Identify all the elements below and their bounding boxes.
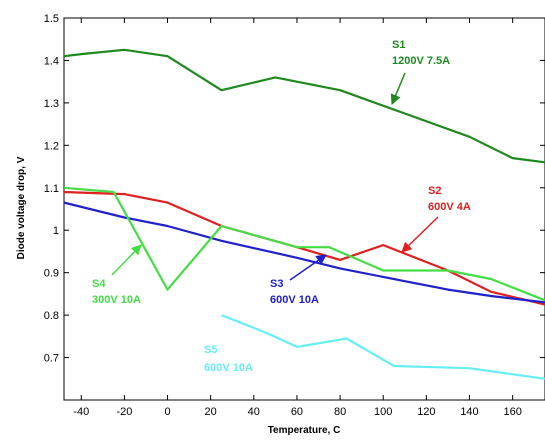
x-tick-label: 60 [291,406,303,418]
plot-area [63,17,545,401]
y-tick-label: 0.8 [44,310,59,322]
annotation-arrow-s1 [390,72,406,105]
x-tick-label: 160 [503,406,521,418]
x-tick-label: 100 [374,406,392,418]
x-tick-label: 20 [205,406,217,418]
annotation-arrow-s4 [111,244,142,276]
annotation-arrow-s3 [289,254,327,281]
y-tick-label: 0.7 [44,353,59,365]
y-tick-label: 1 [53,225,59,237]
x-axis-label: Temperature, C [268,425,341,436]
annotation-sublabel-s3: 600V 10A [270,294,319,306]
x-tick-label: 140 [460,406,478,418]
annotation-sublabel-s1: 1200V 7.5A [392,55,450,67]
y-tick-label: 0.9 [44,268,59,280]
annotation-sublabel-s4: 300V 10A [92,294,141,306]
annotation-label-s2: S2 [428,185,441,197]
y-tick-label: 1.3 [44,98,59,110]
annotation-label-s1: S1 [392,39,405,51]
series-line-s2 [64,190,545,306]
annotation-sublabel-s2: 600V 4A [428,201,471,213]
x-tick-label: 120 [417,406,435,418]
y-tick-label: 1.2 [44,140,59,152]
annotation-label-s3: S3 [270,278,283,290]
annotation-label-s5: S5 [204,344,217,356]
x-tick-label: 80 [334,406,346,418]
y-tick-label: 1.5 [44,13,59,25]
y-axis-label: Diode voltage drop, V [16,156,27,259]
annotation-sublabel-s5: 600V 10A [204,362,253,374]
x-tick-label: 0 [164,406,170,418]
annotation-arrow-s2 [401,216,439,253]
x-tick-label: -20 [116,406,132,418]
x-axis: -40 -20 0 20 40 60 80 100 120 140 160 [73,18,522,418]
y-axis: 0.7 0.8 0.9 1 1.1 1.2 1.3 1.4 1.5 [44,13,545,401]
x-tick-label: 40 [248,406,260,418]
series-line-s1 [64,48,545,164]
annotation-label-s4: S4 [92,278,106,290]
x-tick-label: -40 [73,406,89,418]
y-tick-label: 1.4 [44,55,59,67]
y-tick-label: 1.1 [44,183,59,195]
series-line-s4 [64,186,545,302]
series-line-s5 [221,314,545,380]
annotation-layer: S1 1200V 7.5A S2 600V 4A S3 600V 10A S4 300V 10… [92,39,471,374]
